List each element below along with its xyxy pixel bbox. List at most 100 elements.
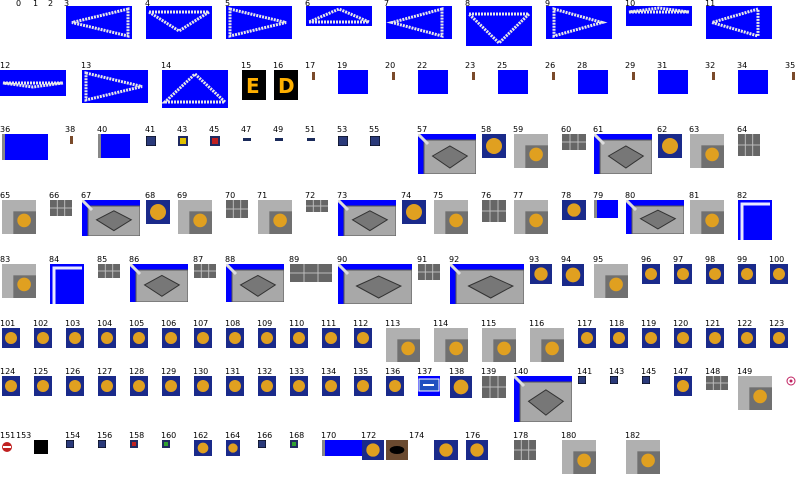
sprite-eye-icon [386,440,408,460]
sprite-target-icon [786,376,796,386]
sprite-index-label: 28 [577,61,588,70]
sprite-triUp2-icon [162,70,228,108]
sprite-index-label: 176 [465,431,481,440]
sprite-icon-icon [290,328,308,348]
sprite-index-label: 127 [97,367,113,376]
sprite-crane-icon [50,264,84,304]
sprite-icon-icon [706,264,724,284]
sprite-index-label: 40 [97,125,108,134]
sprite-index-label: 102 [33,319,49,328]
sprite-index-label: 86 [129,255,140,264]
sprite-index-label: 51 [305,125,316,134]
sprite-index-label: 143 [609,367,625,376]
sprite-btnGrid-icon [450,264,524,304]
sprite-icon-icon [362,440,384,460]
sprite-index-label: 98 [705,255,716,264]
sprite-btnIcon-icon [594,264,628,298]
sprite-index-label: 111 [321,319,337,328]
sprite-tinyB-icon [66,134,74,144]
sprite-btnGrid-icon [130,264,188,302]
sprite-index-label: 16 [273,61,284,70]
sprite-icon-icon [770,264,788,284]
sprite-index-label: 121 [705,319,721,328]
sprite-index-label: 36 [0,125,11,134]
sprite-index-label: 133 [289,367,305,376]
sprite-index-label: 132 [257,367,273,376]
sprite-icon-icon [98,376,116,396]
sprite-index-label: 45 [209,125,220,134]
sprite-btnIcon-icon [514,200,548,234]
sprite-sqG-icon [162,440,170,448]
sprite-index-label: 73 [337,191,348,200]
sprite-icon-icon [706,328,724,348]
sprite-index-label: 79 [593,191,604,200]
sprite-icon-icon [674,376,692,396]
sprite-icon-icon [258,376,276,396]
sprite-index-label: 49 [273,125,284,134]
sprite-sqG-icon [290,440,298,448]
sprite-index-label: 154 [65,431,81,440]
sprite-icon-icon [738,328,756,348]
sprite-index-label: 119 [641,319,657,328]
sprite-index-label: 3 [64,0,70,8]
sprite-index-label: 14 [161,61,172,70]
sprite-index-label: 60 [561,125,572,134]
sprite-index-label: 83 [0,255,11,264]
sprite-rail-icon [306,200,328,212]
sprite-icon-icon [738,264,756,284]
sprite-index-label: 145 [641,367,657,376]
sprite-icon-icon [226,440,240,456]
sprite-index-label: 13 [81,61,92,70]
sprite-index-label: 15 [241,61,252,70]
sprite-index-label: 65 [0,191,11,200]
sprite-index-label: 69 [177,191,188,200]
sprite-icon-icon [562,264,584,286]
sprite-btnIcon-icon [258,200,292,234]
sprite-tinyB-icon [466,70,476,80]
sprite-tinyB-icon [706,70,716,80]
sprite-triR-icon [226,6,292,39]
sprite-index-label: 4 [145,0,151,8]
sprite-icon-icon [562,200,586,220]
sprite-rail-icon [194,264,216,278]
sprite-rail-icon [226,200,248,218]
sprite-index-label: 71 [257,191,268,200]
sprite-btnIcon-icon [386,328,420,362]
sprite-sqY-icon [178,136,188,146]
sprite-index-label: 134 [321,367,337,376]
sprite-sq-icon [146,136,156,146]
sprite-index-label: 172 [361,431,377,440]
sprite-index-label: 38 [65,125,76,134]
sprite-icon-icon [130,328,148,348]
sprite-index-label: 139 [481,367,497,376]
sprite-btnIcon-icon [562,440,596,474]
sprite-index-label: 151 [0,431,16,440]
sprite-icon-icon [146,200,170,224]
sprite-index-label: 97 [673,255,684,264]
sprite-triDown-icon [146,6,212,39]
sprite-triDown2-icon [466,6,532,46]
sprite-index-label: 87 [193,255,204,264]
sprite-index-label: 112 [353,319,369,328]
sprite-index-label: 110 [289,319,305,328]
sprite-index-label: 11 [705,0,716,8]
sprite-index-label: 0 [16,0,22,8]
sprite-btnGrid-icon [338,200,396,236]
sprite-rail-icon [514,440,536,460]
sprite-btnIcon-icon [530,328,564,362]
sprite-icon-icon [610,328,628,348]
sprite-icon-icon [642,328,660,348]
sprite-tinyB-icon [546,70,556,80]
sprite-index-label: 156 [97,431,113,440]
sprite-blue-icon [738,70,768,94]
sprite-index-label: 104 [97,319,113,328]
sprite-icon-icon [434,440,458,460]
sprite-icon-icon [466,440,488,460]
sprite-icon-icon [386,376,404,396]
sprite-index-label: 182 [625,431,641,440]
sprite-index-label: 67 [81,191,92,200]
sprite-index-label: 113 [385,319,401,328]
sprite-index-label: 125 [33,367,49,376]
sprite-icon-icon [258,328,276,348]
sprite-icon-icon [322,376,340,396]
